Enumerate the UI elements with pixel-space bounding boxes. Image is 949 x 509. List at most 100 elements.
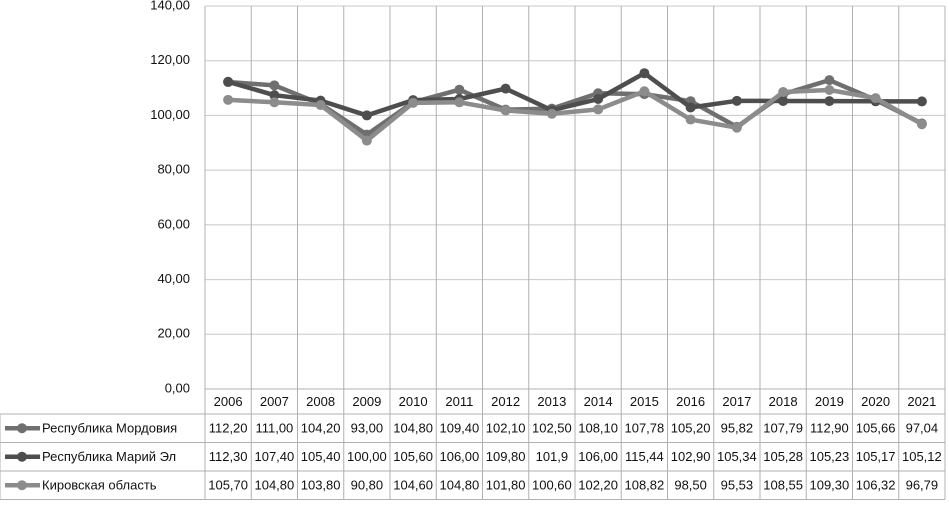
table-value: 106,00 [439,449,479,464]
table-value: 105,34 [717,449,757,464]
table-value: 90,80 [351,478,384,493]
table-value: 108,82 [624,478,664,493]
table-value: 105,12 [902,449,942,464]
data-point [639,68,650,79]
x-tick-label: 2012 [491,394,520,409]
data-point [454,97,465,108]
x-tick-label: 2014 [584,394,613,409]
y-tick-label: 100,00 [150,107,190,122]
table-value: 115,44 [625,449,664,464]
data-point [778,87,789,98]
data-point [315,100,326,111]
table-value: 95,82 [721,421,754,436]
x-tick-label: 2015 [630,394,659,409]
data-point [870,93,881,104]
legend-label: Кировская область [42,478,157,493]
table-value: 109,30 [809,478,849,493]
table-value: 101,9 [536,449,569,464]
legend-label: Республика Марий Эл [42,449,176,464]
data-point [685,102,696,113]
x-tick-label: 2010 [399,394,428,409]
legend-label: Республика Мордовия [42,421,177,436]
data-point [593,104,604,115]
table-value: 107,40 [254,449,294,464]
x-tick-label: 2009 [352,394,381,409]
data-point [824,75,835,86]
y-tick-label: 140,00 [150,0,190,12]
table-value: 105,66 [856,421,896,436]
data-point [824,96,835,107]
table-value: 105,20 [671,421,711,436]
x-tick-label: 2020 [861,394,890,409]
data-point [546,108,557,119]
data-point [639,86,650,97]
table-value: 93,00 [351,421,384,436]
data-point [685,114,696,125]
table-value: 105,23 [809,449,849,464]
table-value: 105,40 [301,449,341,464]
table-value: 109,40 [439,421,479,436]
x-tick-label: 2008 [306,394,335,409]
data-point [223,94,234,105]
data-point [408,97,419,108]
y-tick-label: 80,00 [157,162,190,177]
table-value: 100,00 [347,449,387,464]
table-value: 106,32 [856,478,896,493]
table-value: 111,00 [255,421,293,436]
x-tick-label: 2011 [445,394,473,409]
y-tick-label: 120,00 [150,52,190,67]
series-line [228,87,923,143]
x-tick-label: 2019 [815,394,844,409]
data-point [593,94,604,105]
x-tick-label: 2017 [722,394,751,409]
table-value: 112,30 [209,449,248,464]
table-value: 104,80 [254,478,294,493]
table-value: 106,00 [578,449,618,464]
data-point [824,84,835,95]
data-point [269,80,280,91]
table-value: 107,79 [763,421,803,436]
data-point [778,95,789,106]
data-point [916,119,927,130]
table-value: 108,10 [578,421,618,436]
x-tick-label: 2021 [907,394,936,409]
legend-key-dot [17,480,27,491]
table-value: 95,53 [721,478,754,493]
legend-key-dot [17,451,27,462]
table-value: 105,17 [856,449,896,464]
series-line [227,77,923,137]
table-value: 109,80 [486,449,526,464]
table-value: 105,70 [208,478,248,493]
data-point [731,95,742,106]
data-point [361,110,372,121]
x-tick-label: 2013 [537,394,566,409]
table-value: 102,50 [532,421,572,436]
table-value: 100,60 [532,478,572,493]
table-value: 107,78 [624,421,664,436]
table-value: 105,60 [393,449,433,464]
table-value: 104,80 [393,421,433,436]
table-value: 103,80 [301,478,341,493]
table-value: 102,90 [671,449,711,464]
data-point [269,97,280,108]
data-point [361,135,372,146]
data-point [731,122,742,133]
table-value: 108,55 [763,478,803,493]
table-value: 104,60 [393,478,433,493]
table-value: 96,79 [906,478,939,493]
y-tick-label: 0,00 [165,380,190,395]
x-tick-label: 2006 [214,394,243,409]
table-value: 102,20 [578,478,618,493]
y-tick-label: 60,00 [157,216,190,231]
y-tick-label: 20,00 [157,326,190,341]
data-point [454,84,465,95]
table-value: 112,90 [810,421,849,436]
table-value: 97,04 [906,421,939,436]
table-value: 104,20 [301,421,341,436]
data-point [269,90,280,101]
table-value: 105,28 [763,449,803,464]
legend-key-dot [17,423,27,434]
table-value: 101,80 [486,478,526,493]
y-tick-label: 40,00 [157,271,190,286]
